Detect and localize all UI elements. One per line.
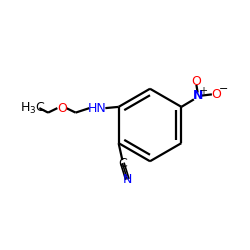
Text: N: N	[123, 173, 132, 186]
Text: HN: HN	[88, 102, 107, 114]
Text: C: C	[118, 156, 127, 170]
Text: O: O	[192, 75, 201, 88]
Text: H$_3$C: H$_3$C	[20, 100, 46, 116]
Text: N: N	[192, 89, 203, 102]
Text: O: O	[57, 102, 67, 114]
Text: O: O	[212, 88, 221, 101]
Text: −: −	[219, 84, 228, 94]
Text: +: +	[199, 86, 207, 96]
